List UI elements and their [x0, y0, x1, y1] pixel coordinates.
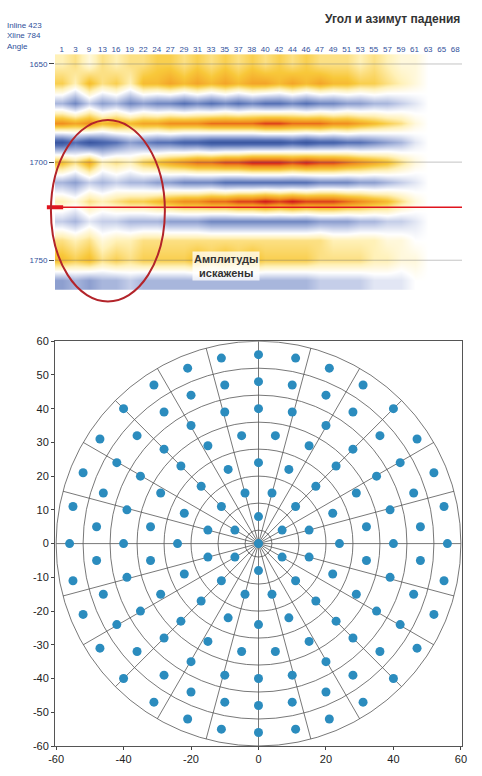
svg-text:40: 40: [37, 403, 49, 415]
svg-text:35: 35: [220, 45, 229, 54]
svg-text:40: 40: [261, 45, 270, 54]
svg-text:1700: 1700: [30, 158, 48, 167]
svg-text:49: 49: [329, 45, 338, 54]
svg-text:1: 1: [60, 45, 65, 54]
svg-text:30: 30: [37, 436, 49, 448]
svg-text:-40: -40: [116, 753, 132, 765]
svg-text:68: 68: [451, 45, 460, 54]
svg-text:61: 61: [410, 45, 419, 54]
svg-text:1750: 1750: [30, 256, 48, 265]
svg-text:Угол и азимут падения: Угол и азимут падения: [325, 12, 460, 26]
svg-text:24: 24: [152, 45, 161, 54]
svg-text:-50: -50: [33, 706, 49, 718]
svg-text:-10: -10: [33, 571, 49, 583]
svg-text:55: 55: [369, 45, 378, 54]
svg-text:-20: -20: [183, 753, 199, 765]
svg-text:-60: -60: [48, 753, 64, 765]
svg-text:38: 38: [247, 45, 256, 54]
svg-text:-40: -40: [33, 672, 49, 684]
svg-text:31: 31: [193, 45, 202, 54]
svg-text:60: 60: [455, 753, 467, 765]
svg-text:0: 0: [255, 753, 261, 765]
svg-text:22: 22: [139, 45, 148, 54]
svg-text:19: 19: [125, 45, 134, 54]
svg-text:Inline 423Xline 784Angle: Inline 423Xline 784Angle: [7, 21, 42, 51]
svg-text:42: 42: [274, 45, 283, 54]
svg-text:20: 20: [37, 470, 49, 482]
svg-text:9: 9: [87, 45, 92, 54]
svg-text:20: 20: [320, 753, 332, 765]
svg-text:59: 59: [396, 45, 405, 54]
svg-text:46: 46: [302, 45, 311, 54]
svg-text:65: 65: [437, 45, 446, 54]
svg-text:-30: -30: [33, 639, 49, 651]
svg-text:10: 10: [37, 504, 49, 516]
svg-text:57: 57: [383, 45, 392, 54]
svg-text:63: 63: [424, 45, 433, 54]
svg-text:27: 27: [166, 45, 175, 54]
svg-text:50: 50: [37, 369, 49, 381]
svg-text:37: 37: [234, 45, 243, 54]
svg-text:Амплитудыискажены: Амплитудыискажены: [194, 253, 258, 279]
svg-text:-20: -20: [33, 605, 49, 617]
svg-text:44: 44: [288, 45, 297, 54]
svg-text:47: 47: [315, 45, 324, 54]
svg-text:33: 33: [207, 45, 216, 54]
svg-text:16: 16: [112, 45, 121, 54]
svg-text:53: 53: [356, 45, 365, 54]
svg-text:51: 51: [342, 45, 351, 54]
svg-text:29: 29: [179, 45, 188, 54]
svg-text:60: 60: [37, 335, 49, 347]
svg-text:1650: 1650: [30, 60, 48, 69]
svg-text:13: 13: [98, 45, 107, 54]
svg-text:3: 3: [73, 45, 78, 54]
svg-text:-60: -60: [33, 740, 49, 752]
svg-text:40: 40: [387, 753, 399, 765]
svg-text:0: 0: [43, 537, 49, 549]
